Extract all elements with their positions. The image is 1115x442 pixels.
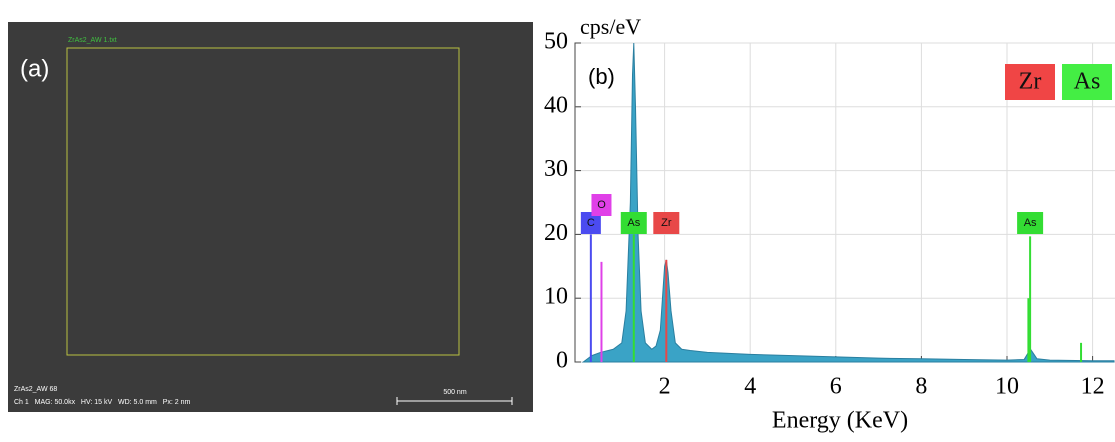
y-tick-label: 10 — [544, 284, 568, 310]
scale-bar-label: 500 nm — [443, 389, 467, 396]
y-axis-label: cps/eV — [580, 14, 641, 39]
legend-label: Zr — [1019, 69, 1042, 95]
scan-region — [66, 47, 460, 356]
x-axis-label: Energy (KeV) — [772, 408, 908, 434]
y-tick-label: 20 — [544, 220, 568, 246]
info-line: ZrAs2_AW 68 — [14, 386, 57, 393]
x-tick-label: 6 — [830, 374, 842, 400]
x-tick-label: 12 — [1081, 374, 1105, 400]
element-label-box — [620, 212, 647, 234]
legend-label: As — [1074, 69, 1101, 95]
element-label: O — [597, 199, 606, 211]
x-tick-label: 10 — [995, 374, 1019, 400]
element-label-box — [1017, 212, 1044, 234]
element-label-box — [653, 212, 680, 234]
element-label: As — [627, 217, 640, 229]
scale-bar — [396, 397, 513, 405]
y-tick-label: 30 — [544, 156, 568, 182]
legend-box — [1062, 64, 1112, 100]
file-label: ZrAs2_AW 1.txt — [68, 37, 117, 44]
element-label-box — [580, 212, 601, 234]
element-label: C — [587, 217, 595, 229]
x-tick-label: 8 — [915, 374, 927, 400]
panel-label: (a) — [20, 55, 49, 82]
y-tick-label: 40 — [544, 92, 568, 118]
y-tick-label: 0 — [556, 348, 568, 374]
x-tick-label: 4 — [744, 374, 756, 400]
info-line: Ch 1 MAG: 50.0kx HV: 15 kV WD: 5.0 mm Px… — [14, 399, 191, 406]
legend-box — [1005, 64, 1055, 100]
sem-image — [8, 22, 533, 412]
y-tick-label: 50 — [544, 29, 568, 55]
element-label: As — [1024, 217, 1037, 229]
panel-label: (b) — [588, 64, 615, 89]
x-tick-label: 2 — [659, 374, 671, 400]
element-label: Zr — [661, 217, 672, 229]
element-label-box — [591, 194, 612, 216]
